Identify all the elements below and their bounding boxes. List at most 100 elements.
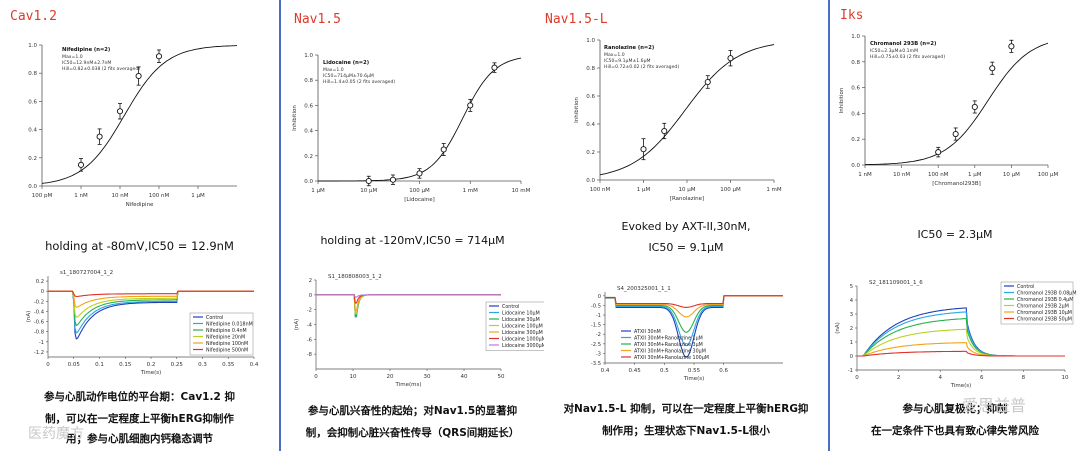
x-tick-label: 100 nM — [149, 193, 170, 199]
y-axis-label: Inhibition — [292, 105, 298, 131]
y-tick-label: 0.8 — [851, 60, 860, 66]
x-tick-label: 1 μM — [191, 193, 205, 199]
trace-line — [857, 342, 1065, 357]
x-tick-label: 1 μM — [637, 187, 651, 193]
y-tick-label: -2 — [596, 332, 601, 338]
x-tick-label: 4 — [938, 375, 942, 381]
dose-response-chart-iks: 1 nM 10 nM 100 nM 1 μM 10 μM 100 μM 0.0 0.2 0.4 0… — [839, 34, 1058, 187]
y-tick-label: 0.6 — [851, 86, 860, 92]
y-tick-label: 0 — [41, 289, 44, 295]
y-tick-label: -1 — [596, 313, 601, 319]
y-tick-label: 0.4 — [304, 129, 313, 135]
legend-line: IC50=12.9nM±2.7nM — [62, 60, 111, 66]
y-tick-label: -3.5 — [591, 361, 601, 367]
x-tick-label: 0.4 — [601, 368, 610, 374]
x-tick-label: 40 — [461, 374, 468, 380]
x-tick-label: 8 — [1022, 375, 1026, 381]
dose-response-chart-nav15l: 100 nM 1 μM 10 μM 100 μM 1 mM 0.0 0.2 0.4 0.6 0.8… — [574, 38, 782, 202]
panel-desc-line: 对Nav1.5-L 抑制，可以在一定程度上平衡hERG抑 — [563, 403, 809, 415]
legend-line: IC50=2.3μM±0.1mM — [870, 48, 918, 54]
legend-label: Control — [502, 304, 519, 310]
legend-title: Ranolazine (n=2) — [604, 45, 654, 51]
data-point — [971, 103, 978, 110]
x-tick-label: 1 nM — [858, 172, 872, 178]
x-tick-label: 10 nM — [112, 193, 129, 199]
x-tick-label: 1 μM — [968, 172, 982, 178]
x-tick-label: 0.3 — [198, 362, 207, 368]
panel-caption: holding at -120mV,IC50 = 714μM — [320, 234, 505, 247]
panel-caption: holding at -80mV,IC50 = 12.9nM — [45, 239, 234, 253]
trace-title: S2_181109001_1_6 — [869, 280, 923, 286]
y-tick-label: -3 — [596, 351, 601, 357]
data-point — [467, 102, 474, 109]
x-tick-label: 100 pM — [32, 193, 53, 199]
y-tick-label: -0.5 — [591, 303, 601, 309]
trace-line — [605, 295, 783, 308]
panel-desc-line: 在一定条件下也具有致心律失常风险 — [871, 425, 1039, 437]
x-tick-label: 0.55 — [688, 368, 701, 374]
x-tick-label: 0 — [46, 362, 50, 368]
trace-title: S4_200325001_1_1 — [617, 286, 671, 292]
y-tick-label: -8 — [307, 352, 312, 358]
legend-box — [485, 301, 544, 351]
data-point — [135, 72, 142, 80]
y-tick-label: 2 — [850, 326, 853, 332]
x-axis-label: [Ranolazine] — [670, 196, 704, 202]
current-trace-chart-cav12: 0 0.05 0.1 0.15 0.2 0.25 0.3 0.35 0.4 0.2 0 -0.2 -0.… — [26, 270, 259, 376]
y-tick-label: 0 — [309, 293, 312, 299]
y-tick-label: 0.8 — [586, 66, 595, 72]
legend-label: Chromanol 293B 10μM — [1017, 310, 1072, 316]
legend-label: Chromanol 293B 2μM — [1017, 304, 1069, 310]
x-tick-label: 10 μM — [1003, 172, 1020, 178]
x-tick-label: 30 — [424, 374, 431, 380]
x-tick-label: 0 — [314, 374, 318, 380]
legend-label: Nifedipine 0.4nM — [206, 328, 247, 334]
x-axis-label: Nifedipine — [126, 202, 154, 208]
trace-line — [316, 294, 501, 312]
y-tick-label: -1 — [39, 340, 44, 346]
legend-line: IC50=9.1μM±1.6μM — [604, 58, 651, 64]
data-point — [704, 78, 711, 86]
legend-line: Max=1.0 — [604, 52, 625, 58]
trace-line — [48, 290, 254, 318]
trace-line — [316, 294, 501, 315]
panel-divider-2 — [828, 0, 830, 451]
panel-title: Nav1.5-L — [545, 12, 608, 27]
current-trace-chart-nav15l: 0.4 0.45 0.5 0.55 0.6 0 -0.5 -1 -1.5 -2 -2.5 -3 -3.5… — [591, 286, 783, 382]
x-tick-label: 50 — [498, 374, 505, 380]
y-tick-label: 0 — [850, 354, 853, 360]
legend-line: Hill=0.72±0.02 (2 fits averaged) — [604, 64, 679, 70]
x-tick-label: 20 — [387, 374, 394, 380]
x-tick-label: 0.15 — [119, 362, 132, 368]
legend-box — [1000, 281, 1074, 325]
legend-line: Hill=0.75±0.03 (2 fits averaged) — [870, 54, 945, 60]
y-tick-label: 1.0 — [586, 38, 595, 44]
panel-desc-line: 制作用；生理状态下Nav1.5-L很小 — [602, 425, 770, 437]
y-tick-label: -6 — [307, 337, 312, 343]
y-tick-label: 5 — [850, 284, 853, 290]
data-point — [416, 170, 423, 177]
x-axis-label: Time(s) — [950, 383, 972, 389]
data-point — [155, 53, 163, 60]
trace-line — [316, 294, 501, 304]
panel-title: Cav1.2 — [10, 9, 57, 24]
y-tick-label: 0.6 — [586, 94, 595, 100]
legend-label: ATXII 30nM+Ranolazine 30μM — [634, 349, 706, 355]
y-tick-label: 0.6 — [28, 99, 37, 105]
data-point — [935, 149, 942, 156]
y-axis-label: (nA) — [26, 311, 32, 323]
legend-label: Nifedipine 500nM — [206, 348, 248, 354]
current-trace-chart-iks: 0 2 4 6 8 10543210-1Time(s)(nA)S2_181109001_1… — [835, 280, 1076, 389]
y-tick-label: 0.8 — [304, 78, 313, 84]
x-tick-label: 1 nM — [74, 193, 88, 199]
x-tick-label: 100 μM — [409, 188, 430, 194]
legend-label: Lidocaine 3000μM — [502, 343, 544, 349]
y-tick-label: 1.0 — [28, 43, 37, 49]
trace-line — [857, 350, 1065, 357]
y-tick-label: 0.0 — [28, 184, 37, 190]
data-point — [491, 64, 498, 71]
y-tick-label: 0.2 — [851, 137, 860, 143]
legend-line: IC50=714μM±70.6μM — [323, 73, 374, 79]
current-trace-chart-nav15: 0 10 20 30 40 5020-2-4-6-8Time(ms)(nA)S1_1808… — [294, 274, 544, 388]
y-tick-label: 0.8 — [28, 71, 37, 77]
